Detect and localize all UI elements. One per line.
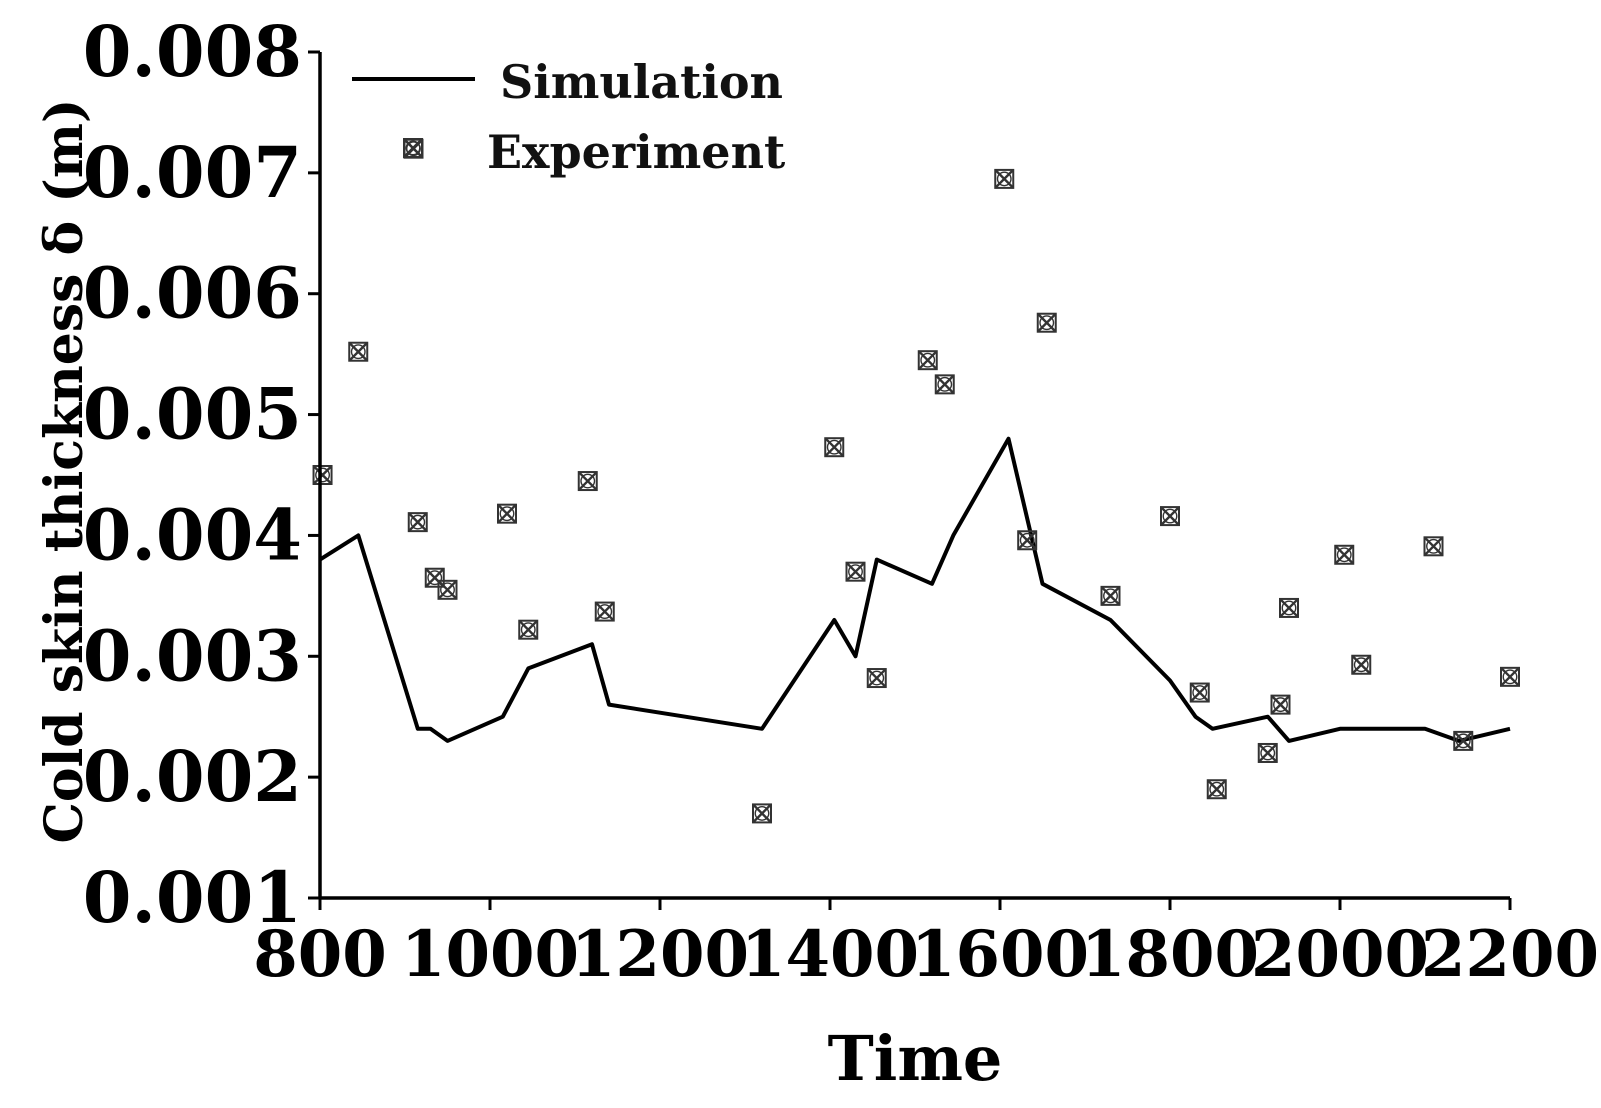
y-tick-label: 0.008 [83,10,302,93]
experiment-point [1270,694,1291,715]
experiment-point [348,341,369,362]
y-tick-label: 0.002 [83,735,302,818]
y-tick-label: 0.007 [83,131,302,214]
experiment-point [437,579,458,600]
y-tick-label: 0.006 [83,252,302,335]
experiment-point [1334,544,1355,565]
legend: Simulation Experiment [352,55,786,179]
x-tick-label: 2200 [1421,917,1599,992]
experiment-point [1189,682,1210,703]
experiment-point [934,374,955,395]
x-tick-label: 1600 [911,917,1089,992]
experiment-point [1017,530,1038,551]
experiment-point [1453,730,1474,751]
experiment-point [407,512,428,533]
ticks: 0.001 0.002 0.003 0.004 0.005 0.006 0.007 0.008… [83,10,1599,992]
experiment-point [1160,506,1180,527]
y-tick-label: 0.001 [83,856,302,939]
x-tick-label: 1200 [571,917,749,992]
experiment-point [1206,779,1227,800]
experiment-point [497,503,517,524]
experiment-point [1500,666,1520,687]
y-axis-title: Cold skin thickness δ (m) [34,98,95,843]
experiment-point [424,567,445,588]
experiment-point [594,601,615,622]
simulation-line [318,436,1511,743]
x-tick-label: 800 [253,917,387,992]
x-axis-title: Time [828,1022,1003,1095]
experiment-point [577,471,598,492]
legend-experiment-swatch [403,138,423,158]
experiment-point [752,803,772,824]
experiment-point [1100,585,1121,606]
experiment-point [1257,742,1278,763]
axes [318,52,1510,900]
experiment-point [1279,597,1299,618]
x-tick-label: 1000 [401,917,579,992]
experiment-point [518,619,539,640]
experiment-point [866,668,887,689]
y-tick-label: 0.003 [83,614,302,697]
y-tick-label: 0.005 [83,373,302,456]
experiment-point [917,350,938,371]
experiment-point [994,168,1015,189]
experiment-point [1036,312,1057,333]
x-tick-label: 1400 [741,917,919,992]
plot-area [312,138,1520,824]
experiment-point [312,465,333,485]
legend-experiment-label: Experiment [487,125,786,179]
y-tick-label: 0.004 [83,493,302,576]
x-tick-label: 1800 [1081,917,1259,992]
experiment-point [1423,536,1444,557]
legend-experiment-marker [403,138,423,158]
legend-simulation-label: Simulation [500,55,783,109]
experiment-point [824,437,845,458]
x-tick-label: 2000 [1251,917,1429,992]
experiment-point [1351,654,1372,675]
experiment-point [845,561,866,582]
